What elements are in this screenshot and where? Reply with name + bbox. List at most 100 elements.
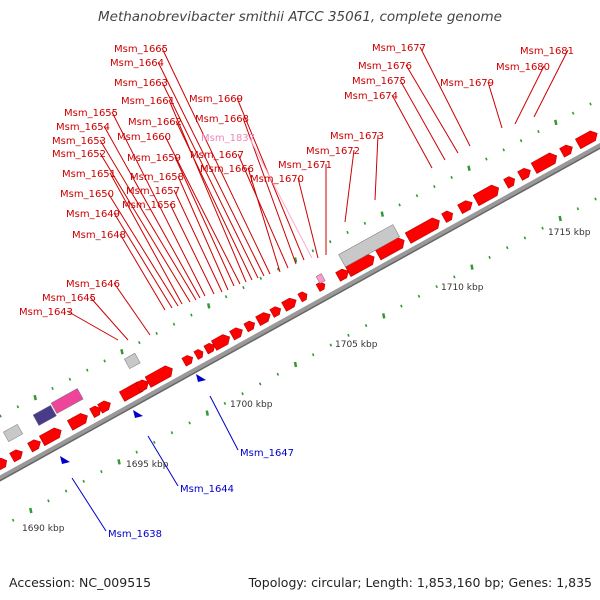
forward-gene: [559, 144, 573, 158]
leader-line: [107, 192, 179, 307]
tick-mark: [293, 361, 298, 368]
kbp-label: 1690 kbp: [22, 524, 65, 534]
gray-feature-shape: [123, 352, 141, 370]
tick-mark: [506, 246, 509, 250]
tick-mark: [415, 194, 419, 198]
forward-gene-shape: [144, 365, 173, 388]
gene-label-msm_1672: Msm_1672: [306, 146, 360, 157]
forward-gene: [135, 379, 149, 393]
forward-gene: [89, 405, 102, 418]
tick-mark: [82, 479, 85, 483]
tick-mark: [100, 470, 103, 474]
tick-mark: [223, 401, 227, 405]
kbp-label: 1710 kbp: [441, 283, 484, 293]
gene-labels: Msm_1643 Msm_1645 Msm_1646 Msm_1648 Msm_1649…: [19, 43, 574, 540]
tick-mark: [589, 102, 592, 106]
tick-mark: [311, 249, 315, 253]
gene-label-msm_1660: Msm_1660: [117, 132, 171, 143]
forward-gene-shape: [243, 320, 256, 333]
forward-gene-shape: [38, 427, 62, 447]
gene-label-msm_1654: Msm_1654: [56, 122, 110, 133]
forward-gene: [97, 400, 111, 414]
tick-mark: [207, 303, 211, 309]
forward-gene: [210, 334, 231, 351]
gene-label-msm_1680: Msm_1680: [496, 62, 550, 73]
gene-label-msm_1647: Msm_1647: [240, 448, 294, 459]
forward-gene-shape: [281, 297, 297, 312]
gene-label-msm_1645: Msm_1645: [42, 293, 96, 304]
forward-gene: [503, 176, 516, 189]
leader-line: [247, 167, 281, 273]
rna-feature-pink-shape: [50, 388, 84, 414]
tick-mark: [224, 295, 228, 299]
forward-gene-shape: [135, 379, 149, 393]
tick-mark: [293, 257, 298, 263]
leader-line: [419, 46, 471, 147]
tick-mark: [64, 489, 68, 493]
tick-mark: [502, 148, 505, 152]
tick-mark: [453, 275, 456, 279]
gene-label-msm_1657: Msm_1657: [126, 186, 180, 197]
tick-mark: [68, 377, 72, 381]
tick-mark: [329, 343, 333, 347]
tick-mark: [380, 211, 384, 217]
forward-gene: [144, 365, 173, 388]
tick-mark: [523, 236, 527, 240]
forward-gene: [255, 312, 271, 326]
genome-summary: Topology: circular; Length: 1,853,160 bp…: [249, 575, 592, 590]
gene-label-msm_1655: Msm_1655: [64, 108, 118, 119]
forward-gene-shape: [9, 449, 23, 463]
tick-mark: [205, 410, 209, 416]
leader-line: [99, 139, 197, 301]
tick-mark: [488, 255, 491, 259]
tick-mark: [435, 285, 438, 289]
forward-gene: [517, 167, 531, 181]
leader-line: [109, 172, 183, 305]
map-title: Methanobrevibacter smithii ATCC 35061, c…: [97, 9, 502, 25]
gene-label-msm_1681: Msm_1681: [520, 46, 574, 57]
gene-label-msm_1670: Msm_1670: [250, 174, 304, 185]
leader-line: [174, 156, 235, 287]
forward-gene-shape: [0, 457, 8, 471]
tick-mark: [519, 139, 523, 143]
tick-mark: [382, 313, 386, 319]
tick-mark: [170, 431, 174, 435]
tick-mark: [576, 207, 580, 211]
tick-mark: [29, 507, 33, 514]
forward-gene-shape: [97, 400, 111, 414]
leader-line: [399, 79, 446, 161]
kbp-label: 1700 kbp: [230, 400, 273, 410]
tick-mark: [398, 203, 401, 207]
tick-mark: [153, 440, 156, 444]
gene-label-msm_1668: Msm_1668: [195, 114, 249, 125]
forward-gene-shape: [335, 268, 349, 282]
tick-mark: [467, 165, 471, 171]
gene-label-msm_1671: Msm_1671: [278, 160, 332, 171]
forward-gene-shape: [89, 405, 102, 418]
forward-gene: [335, 268, 349, 282]
gene-label-msm_1677: Msm_1677: [372, 43, 426, 54]
forward-gene-shape: [404, 217, 440, 244]
gray-feature: [2, 423, 24, 443]
forward-gene-shape: [27, 439, 41, 453]
leader-line: [103, 125, 201, 299]
leader-line: [169, 203, 215, 295]
tick-mark: [537, 129, 540, 134]
leader-line: [157, 61, 265, 277]
forward-gene-shape: [203, 342, 216, 355]
tick-marks: [0, 102, 597, 522]
leader-line: [161, 81, 259, 279]
gene-label-msm_1659: Msm_1659: [127, 153, 181, 164]
forward-gene: [457, 200, 473, 215]
leader-line: [147, 435, 179, 487]
forward-gene-shape: [517, 167, 531, 181]
leader-line: [113, 212, 173, 309]
forward-gene: [9, 449, 23, 463]
tick-mark: [190, 313, 193, 317]
gene-label-msm_1669: Msm_1669: [189, 94, 243, 105]
tick-mark: [135, 450, 138, 454]
tick-mark: [433, 185, 436, 189]
leader-line: [405, 64, 459, 154]
tick-mark: [120, 349, 124, 355]
